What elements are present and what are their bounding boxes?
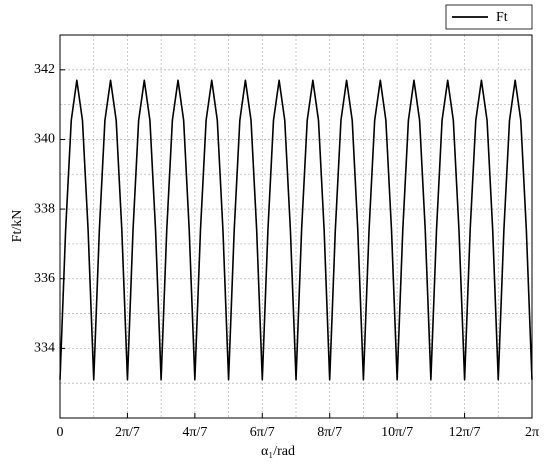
- x-tick-label: 12π/7: [449, 425, 481, 440]
- x-tick-label: 8π/7: [317, 425, 342, 440]
- y-tick-label: 334: [34, 341, 55, 356]
- y-tick-label: 336: [34, 271, 55, 286]
- y-tick-label: 338: [34, 201, 55, 216]
- x-tick-label: 10π/7: [381, 425, 413, 440]
- legend-label: Ft: [496, 10, 508, 25]
- x-tick-label: 2π/7: [115, 425, 140, 440]
- x-tick-label: 4π/7: [182, 425, 207, 440]
- x-tick-label: 2π: [525, 425, 539, 440]
- x-axis-label: α₁/rad: [261, 444, 295, 459]
- y-tick-label: 340: [34, 132, 55, 147]
- series-line: [59, 79, 533, 381]
- y-tick-label: 342: [34, 62, 55, 77]
- plot-frame: [59, 34, 533, 419]
- y-axis-label: Ft/kN: [10, 210, 25, 243]
- x-tick-label: 6π/7: [250, 425, 275, 440]
- x-tick-label: 0: [57, 425, 64, 440]
